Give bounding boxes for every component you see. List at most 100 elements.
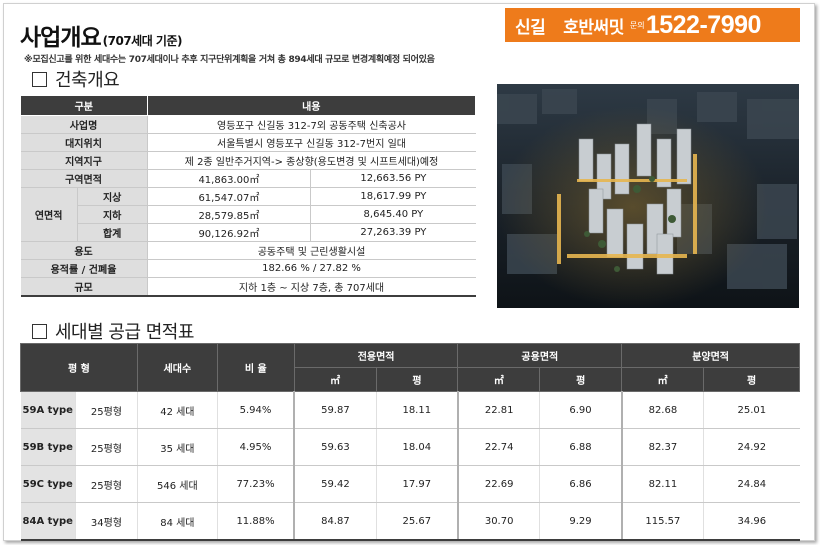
row-value: 지하 1층 ~ 지상 7층, 총 707세대 <box>146 277 476 297</box>
cell-ratio: 77.23% <box>216 465 295 503</box>
cell-pyeong: 25평형 <box>74 465 138 503</box>
row-value-py: 8,645.40 PY <box>310 205 476 224</box>
row-label: 규모 <box>20 277 148 297</box>
cell-type: 59B type <box>20 428 76 466</box>
table-row: 용적률 / 건폐율 182.66 % / 27.82 % <box>20 259 476 278</box>
cell-units: 35 세대 <box>136 428 218 466</box>
cell-co-py: 9.29 <box>539 502 622 541</box>
table-row: 59C type 25평형 546 세대 77.23% 59.42 17.97 … <box>20 465 800 503</box>
cell-sa-py: 34.96 <box>703 502 800 541</box>
cell-units: 546 세대 <box>136 465 218 503</box>
row-value-py: 27,263.39 PY <box>310 223 476 242</box>
title-main: 사업개요 <box>20 25 102 51</box>
section-overview-heading: 건축개요 <box>32 66 120 92</box>
cell-ex-m2: 59.63 <box>293 428 377 466</box>
row-value-m2: 28,579.85㎡ <box>146 205 311 224</box>
section-supply-title: 세대별 공급 면적표 <box>55 322 194 343</box>
table-row: 규모 지하 1층 ~ 지상 7층, 총 707세대 <box>20 277 476 297</box>
cell-ratio: 4.95% <box>216 428 295 466</box>
aerial-rendering-art <box>497 84 799 308</box>
cell-ex-m2: 59.87 <box>293 391 377 429</box>
table-row: 지하 28,579.85㎡ 8,645.40 PY <box>21 205 476 224</box>
cell-pyeong: 25평형 <box>74 391 138 429</box>
cell-sa-m2: 82.37 <box>620 428 704 466</box>
cell-co-m2: 22.74 <box>456 428 540 466</box>
section-overview-title: 건축개요 <box>55 70 120 91</box>
row-value-m2: 61,547.07㎡ <box>146 187 311 206</box>
table-row: 합계 90,126.92㎡ 27,263.39 PY <box>21 223 476 242</box>
table-row: 사업명 영등포구 신길동 312-7외 공동주택 신축공사 <box>20 115 476 134</box>
row-value-py: 12,663.56 PY <box>310 169 476 188</box>
row-label: 대지위치 <box>20 133 148 152</box>
badge-location: 신길 <box>515 17 546 38</box>
badge-phone[interactable]: 1522-7990 <box>645 10 762 39</box>
header-m2: ㎡ <box>293 367 377 392</box>
cell-ex-py: 18.11 <box>375 391 458 429</box>
supply-area-table: 평 형 세대수 비 율 전용면적 공용면적 분양면적 ㎡ 평 ㎡ 평 ㎡ 평 5… <box>20 343 800 541</box>
header-py: 평 <box>703 367 800 392</box>
table-row: 구역면적 41,863.00㎡ 12,663.56 PY <box>20 169 476 188</box>
contact-badge: 신길 호반써밋 문의 1522-7990 <box>505 8 800 42</box>
row-sublabel: 지상 <box>76 187 148 206</box>
cell-sa-py: 24.84 <box>703 465 800 503</box>
row-label: 사업명 <box>20 115 148 134</box>
cell-units: 42 세대 <box>136 391 218 429</box>
cell-co-py: 6.88 <box>539 428 622 466</box>
row-sublabel: 지하 <box>76 205 148 224</box>
overview-table: 구분 내용 사업명 영등포구 신길동 312-7외 공동주택 신축공사 대지위치… <box>20 95 477 297</box>
checkbox-square-icon <box>32 323 47 339</box>
table-row: 대지위치 서울특별시 영등포구 신길동 312-7번지 일대 <box>20 133 476 152</box>
header-py: 평 <box>539 367 623 392</box>
cell-co-py: 6.86 <box>539 465 622 503</box>
table-row: 지역지구 제 2종 일반주거지역-> 종상향(용도변경 및 시프트세대)예정 <box>20 151 476 170</box>
header-m2: ㎡ <box>621 367 705 392</box>
notice-text: ※모집신고를 위한 세대수는 707세대이나 추후 지구단위계획을 거쳐 총 8… <box>24 55 435 65</box>
cell-ratio: 11.88% <box>216 502 295 541</box>
cell-sa-py: 24.92 <box>703 428 800 466</box>
header-ratio: 비 율 <box>216 343 295 392</box>
row-value: 영등포구 신길동 312-7외 공동주택 신축공사 <box>146 115 476 134</box>
aerial-rendering-image <box>497 84 799 308</box>
cell-sa-py: 25.01 <box>703 391 800 429</box>
table-row: 용도 공동주택 및 근린생활시설 <box>20 241 476 260</box>
row-value-m2: 41,863.00㎡ <box>146 169 311 188</box>
row-sublabel: 합계 <box>76 223 148 242</box>
row-label: 용도 <box>20 241 148 260</box>
cell-ex-py: 18.04 <box>375 428 458 466</box>
row-value: 제 2종 일반주거지역-> 종상향(용도변경 및 시프트세대)예정 <box>146 151 476 170</box>
cell-sa-m2: 82.68 <box>620 391 704 429</box>
row-value-py: 18,617.99 PY <box>310 187 476 206</box>
overview-header-row: 구분 내용 <box>20 95 477 116</box>
cell-type: 84A type <box>20 502 76 541</box>
cell-type: 59C type <box>20 465 76 503</box>
row-label: 구역면적 <box>20 169 148 188</box>
header-type: 평 형 <box>20 343 138 392</box>
row-label: 용적률 / 건폐율 <box>20 259 148 278</box>
table-row: 59B type 25평형 35 세대 4.95% 59.63 18.04 22… <box>20 428 800 466</box>
page-title: 사업개요 (707세대 기준) <box>20 18 183 52</box>
cell-co-m2: 22.81 <box>456 391 540 429</box>
badge-brand: 호반써밋 <box>563 17 624 38</box>
header-units: 세대수 <box>136 343 218 392</box>
supply-header-row: 평 형 세대수 비 율 전용면적 공용면적 분양면적 <box>20 343 800 392</box>
table-row: 연면적 지상 61,547.07㎡ 18,617.99 PY <box>20 187 476 242</box>
cell-pyeong: 25평형 <box>74 428 138 466</box>
cell-ex-py: 17.97 <box>375 465 458 503</box>
header-py: 평 <box>375 367 459 392</box>
row-value: 공동주택 및 근린생활시설 <box>146 241 476 260</box>
cell-sa-m2: 115.57 <box>620 502 704 541</box>
header-m2: ㎡ <box>457 367 541 392</box>
header-exclusive-area: 전용면적 <box>293 343 459 368</box>
row-value: 서울특별시 영등포구 신길동 312-7번지 일대 <box>146 133 476 152</box>
row-value-m2: 90,126.92㎡ <box>146 223 311 242</box>
cell-type: 59A type <box>20 391 76 429</box>
cell-ratio: 5.94% <box>216 391 295 429</box>
cell-co-py: 6.90 <box>539 391 622 429</box>
table-row: 59A type 25평형 42 세대 5.94% 59.87 18.11 22… <box>20 391 800 429</box>
row-label: 연면적 <box>20 187 78 242</box>
cell-units: 84 세대 <box>136 502 218 541</box>
cell-ex-py: 25.67 <box>375 502 458 541</box>
cell-ex-m2: 59.42 <box>293 465 377 503</box>
overview-header-category: 구분 <box>20 95 148 116</box>
section-supply-heading: 세대별 공급 면적표 <box>32 318 194 344</box>
